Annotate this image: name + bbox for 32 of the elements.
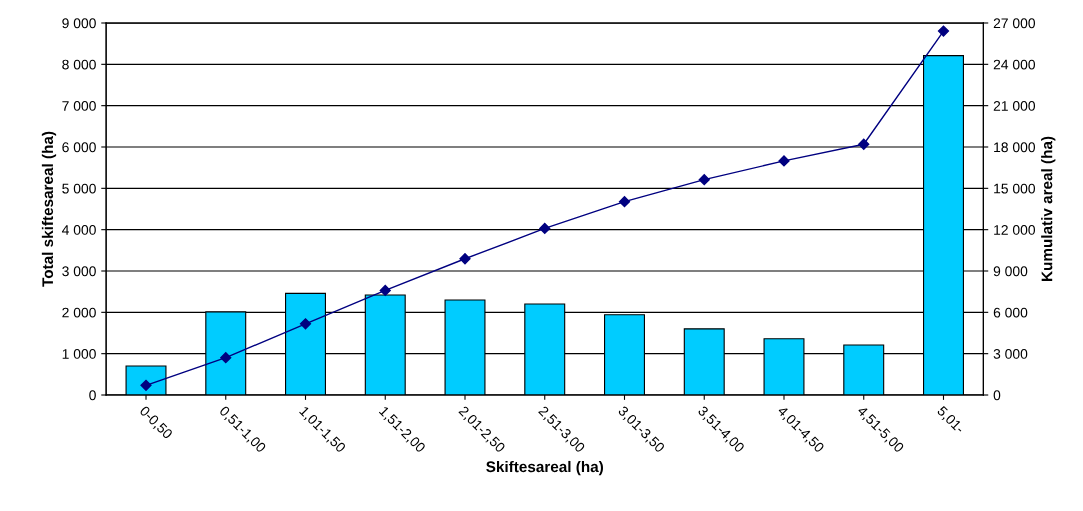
y-tick-label: 9 000 — [62, 18, 96, 29]
y2-tick-label: 3 000 — [993, 349, 1028, 359]
y-tick-label: 7 000 — [62, 101, 96, 111]
y2-tick-label: 12 000 — [994, 225, 1036, 235]
y-tick-label: 3 000 — [62, 266, 96, 277]
point — [459, 253, 471, 265]
point — [299, 318, 312, 330]
x-axis-title: Skiftesareal (ha) — [486, 460, 604, 476]
y2-tick-label: 15 000 — [994, 183, 1036, 194]
y2-tick-label: 18 000 — [994, 142, 1036, 153]
y2-tick-label: 21 000 — [993, 101, 1036, 111]
y2-axis-title: Kumulativ areal (ha) — [1041, 136, 1056, 281]
y2-tick-label: 24 000 — [993, 59, 1036, 70]
y-tick-label: 4 000 — [61, 225, 96, 235]
point — [220, 352, 232, 364]
point — [937, 25, 950, 37]
y-tick-label: 2 000 — [62, 307, 96, 318]
point — [539, 222, 551, 235]
y2-tick-label: 0 — [993, 390, 1001, 401]
y2-tick-label: 27 000 — [993, 18, 1036, 29]
point — [698, 174, 710, 186]
point — [618, 196, 631, 208]
y2-tick-label: 9 000 — [993, 266, 1028, 277]
y-tick-label: 8 000 — [62, 59, 96, 70]
point — [858, 138, 870, 150]
y-tick-label: 5 000 — [62, 183, 96, 194]
y-axis-title: Total skiftesareal (ha) — [41, 131, 57, 287]
y2-tick-label: 6 000 — [993, 307, 1028, 318]
y-tick-label: 6 000 — [62, 142, 96, 153]
y-tick-label: 1 000 — [62, 349, 96, 359]
point — [379, 284, 391, 297]
y-tick-label: 0 — [89, 390, 96, 401]
